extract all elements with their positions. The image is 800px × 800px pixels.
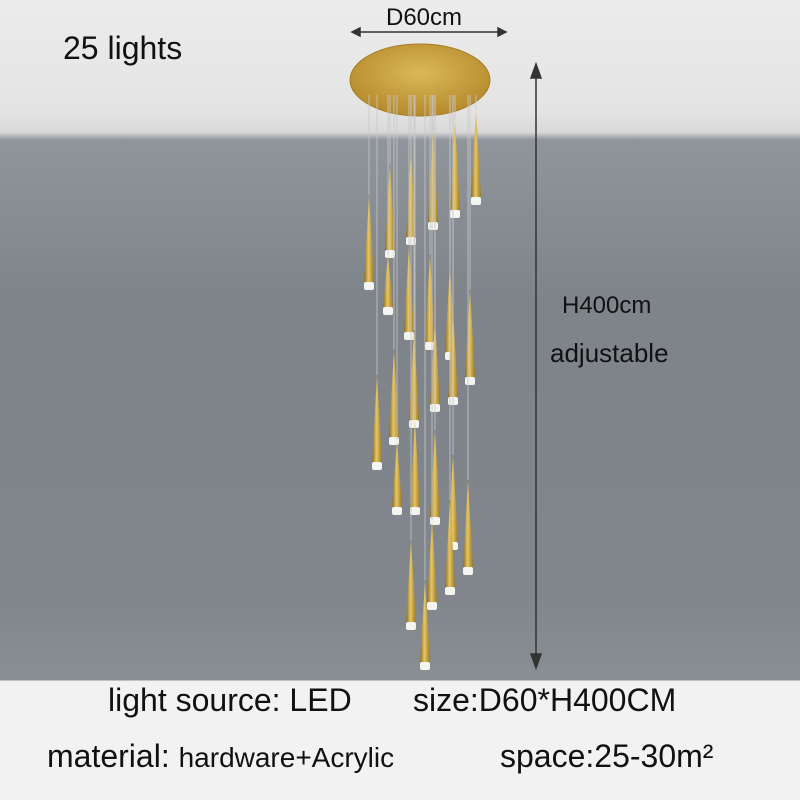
brass-cone <box>430 430 440 517</box>
pendant-light <box>445 95 455 595</box>
brass-cone <box>450 120 460 210</box>
pendant-light <box>420 95 430 670</box>
material-label: material: <box>47 738 170 774</box>
brass-cone <box>385 165 395 250</box>
brass-cone <box>372 375 382 462</box>
brass-cone <box>409 330 419 420</box>
pendant-light <box>410 95 420 515</box>
pendant-light <box>430 95 440 525</box>
size-spec: size:D60*H400CM <box>413 682 677 718</box>
acrylic-diffuser <box>425 342 435 350</box>
pendant-light <box>450 95 460 218</box>
brass-cone <box>404 245 414 332</box>
brass-cone <box>420 580 430 662</box>
brass-cone <box>465 290 475 377</box>
acrylic-diffuser <box>406 622 416 630</box>
height-arrow <box>529 61 543 671</box>
acrylic-diffuser <box>450 210 460 218</box>
pendant-light <box>425 95 435 350</box>
brass-cone <box>406 540 416 622</box>
acrylic-diffuser <box>463 567 473 575</box>
pendant-light <box>404 95 414 340</box>
pendant-light <box>471 95 481 205</box>
acrylic-diffuser <box>445 587 455 595</box>
pendant-light <box>364 95 374 290</box>
pendant-light <box>372 95 382 470</box>
brass-cone <box>463 480 473 567</box>
brass-cone <box>410 420 420 507</box>
acrylic-diffuser <box>383 307 393 315</box>
acrylic-diffuser <box>427 602 437 610</box>
canopy-plate <box>349 43 491 117</box>
material-value: hardware+Acrylic <box>178 742 395 773</box>
acrylic-diffuser <box>409 420 419 428</box>
acrylic-diffuser <box>372 462 382 470</box>
brass-cone <box>392 440 402 507</box>
pendant-light <box>409 95 419 428</box>
diameter-arrow <box>350 26 508 38</box>
pendant-light <box>463 95 473 575</box>
pendant-light <box>385 95 395 258</box>
pendant-light <box>428 95 438 230</box>
diameter-label: D60cm <box>386 4 463 31</box>
acrylic-diffuser <box>392 507 402 515</box>
pendant-light <box>383 95 393 315</box>
brass-cone <box>471 110 481 197</box>
height-label: H400cm <box>562 292 652 319</box>
pendant-light <box>389 95 399 445</box>
brass-cone <box>428 130 438 222</box>
acrylic-diffuser <box>428 222 438 230</box>
pendant-light <box>465 95 475 385</box>
acrylic-diffuser <box>471 197 481 205</box>
brass-cone <box>445 500 455 587</box>
brass-cone <box>364 195 374 282</box>
light-source-spec: light source: LED <box>108 682 352 718</box>
acrylic-diffuser <box>389 437 399 445</box>
light-count: 25 lights <box>63 30 183 66</box>
brass-cone <box>383 255 393 307</box>
pendant-light <box>392 95 402 515</box>
acrylic-diffuser <box>420 662 430 670</box>
acrylic-diffuser <box>410 507 420 515</box>
height-note: adjustable <box>550 338 669 368</box>
material-spec: material: hardware+Acrylic <box>47 738 394 775</box>
brass-cone <box>389 350 399 437</box>
space-spec: space:25-30m² <box>500 738 714 774</box>
acrylic-diffuser <box>404 332 414 340</box>
pendant-light <box>427 95 437 610</box>
brass-cone <box>427 520 437 602</box>
acrylic-diffuser <box>430 517 440 525</box>
pendant-light <box>406 95 416 630</box>
acrylic-diffuser <box>364 282 374 290</box>
brass-cone <box>425 255 435 342</box>
acrylic-diffuser <box>465 377 475 385</box>
acrylic-diffuser <box>385 250 395 258</box>
